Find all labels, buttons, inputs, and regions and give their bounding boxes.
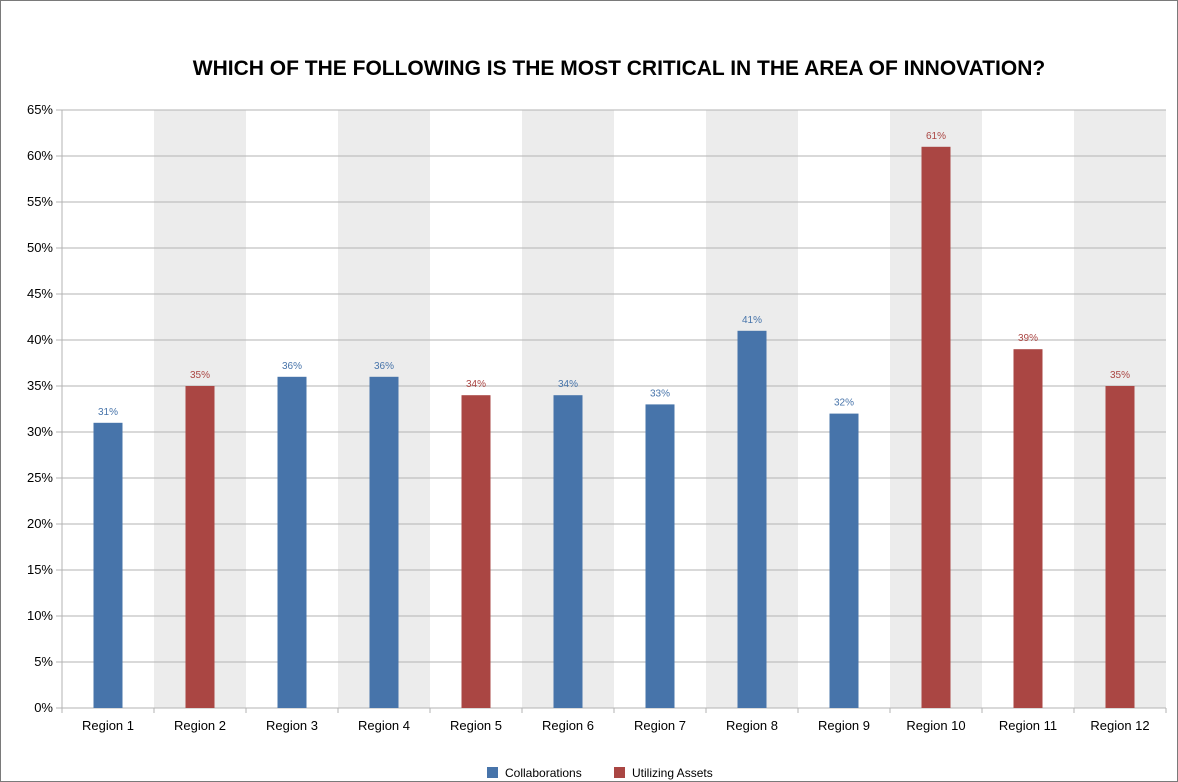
y-tick-label: 65% (27, 102, 53, 117)
y-tick-label: 40% (27, 332, 53, 347)
x-tick-label: Region 7 (634, 718, 686, 733)
x-tick-label: Region 1 (82, 718, 134, 733)
data-label: 36% (282, 361, 302, 372)
bar-region-4 (369, 376, 399, 708)
y-tick-label: 30% (27, 424, 53, 439)
y-tick-label: 55% (27, 194, 53, 209)
x-tick-label: Region 8 (726, 718, 778, 733)
data-label: 34% (558, 379, 578, 390)
y-tick-label: 15% (27, 562, 53, 577)
y-tick-label: 45% (27, 286, 53, 301)
x-tick-label: Region 6 (542, 718, 594, 733)
data-label: 31% (98, 407, 118, 418)
x-tick-label: Region 4 (358, 718, 410, 733)
x-tick-label: Region 11 (999, 718, 1057, 733)
x-tick-label: Region 3 (266, 718, 318, 733)
bar-region-5 (461, 395, 491, 708)
data-label: 34% (466, 379, 486, 390)
legend-swatch-collaborations (487, 767, 498, 778)
bars (93, 146, 1135, 709)
data-label: 36% (374, 361, 394, 372)
data-label: 35% (190, 370, 210, 381)
x-tick-label: Region 12 (1090, 718, 1149, 733)
data-label: 61% (926, 131, 946, 142)
chart-title: WHICH OF THE FOLLOWING IS THE MOST CRITI… (193, 57, 1045, 80)
y-tick-label: 50% (27, 240, 53, 255)
y-tick-label: 20% (27, 516, 53, 531)
bar-region-7 (645, 404, 675, 708)
bar-region-2 (185, 386, 215, 708)
y-tick-label: 5% (34, 654, 53, 669)
data-label: 41% (742, 315, 762, 326)
data-label: 32% (834, 398, 854, 409)
bar-region-6 (553, 395, 583, 708)
y-tick-label: 10% (27, 608, 53, 623)
legend: Collaborations Utilizing Assets (487, 766, 713, 780)
bar-region-1 (93, 422, 123, 708)
bar-region-9 (829, 413, 859, 708)
data-labels: 31% 35% 36% 36% 34% 34% 33% 41% 32% 61% 39% 35% (98, 131, 1130, 418)
bar-region-10 (921, 146, 951, 709)
bar-region-8 (737, 330, 767, 708)
y-tick-label: 60% (27, 148, 53, 163)
y-axis-ticks: 0% 5% 10% 15% 20% 25% 30% 35% 40% 45% 50% 55% 60% 65% (27, 102, 53, 715)
y-tick-label: 35% (27, 378, 53, 393)
x-axis-labels: Region 1 Region 2 Region 3 Region 4 Region 5… (82, 718, 1150, 733)
bar-region-12 (1105, 386, 1135, 708)
x-tick-label: Region 9 (818, 718, 870, 733)
data-label: 33% (650, 388, 670, 399)
x-tick-label: Region 2 (174, 718, 226, 733)
gridlines (56, 109, 1167, 713)
data-label: 39% (1018, 333, 1038, 344)
y-tick-label: 25% (27, 470, 53, 485)
bar-region-11 (1013, 349, 1043, 708)
legend-swatch-utilizing-assets (614, 767, 625, 778)
legend-label-utilizing-assets: Utilizing Assets (632, 766, 713, 780)
x-tick-label: Region 10 (906, 718, 965, 733)
bar-region-3 (277, 376, 307, 708)
data-label: 35% (1110, 370, 1130, 381)
x-tick-label: Region 5 (450, 718, 502, 733)
legend-label-collaborations: Collaborations (505, 766, 582, 780)
y-tick-label: 0% (34, 700, 53, 715)
